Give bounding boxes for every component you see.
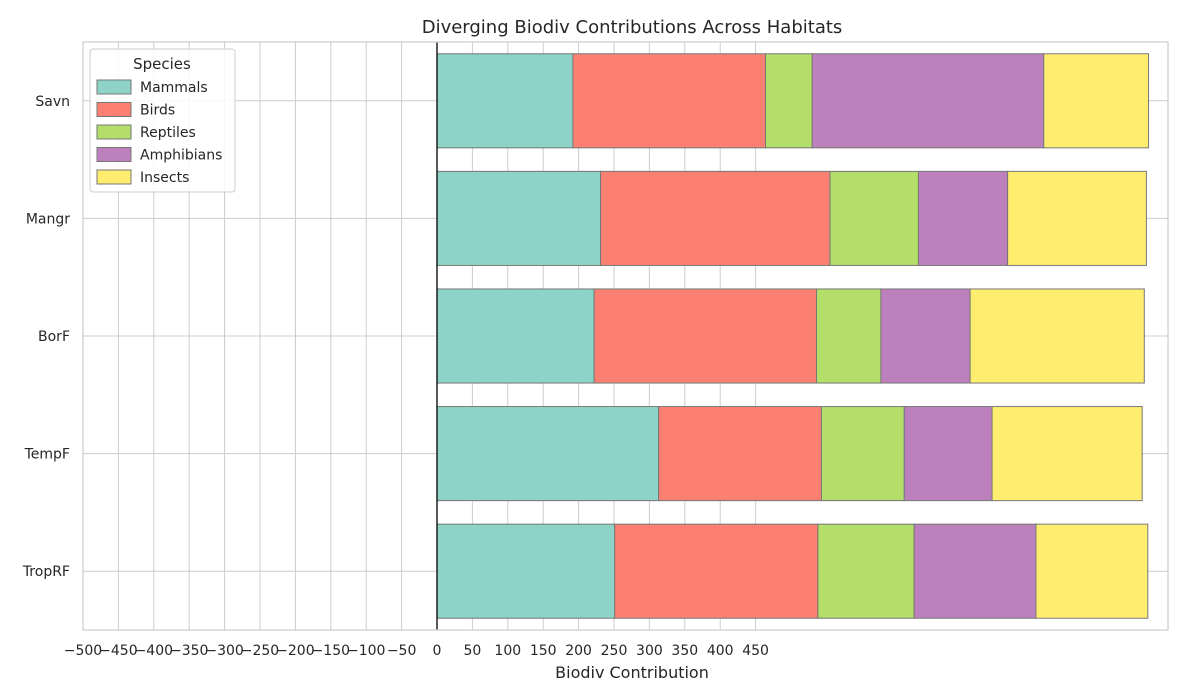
bar-reptiles-mangr (829, 170, 919, 266)
bar-birds-borf (593, 288, 817, 384)
x-tick-label: −300 (205, 643, 243, 659)
x-tick-label: −400 (135, 643, 173, 659)
x-tick-label: 250 (601, 643, 628, 659)
legend-label-insects: Insects (140, 170, 189, 186)
y-tick-label: TempF (24, 447, 70, 463)
y-tick-label: Savn (35, 94, 70, 110)
bar-mammals-mangr (436, 170, 602, 266)
bar-amphibians-savn (811, 53, 1045, 149)
bar-mammals-troprf (436, 523, 616, 619)
bar-amphibians-tempf (903, 406, 993, 502)
y-tick-label: BorF (38, 329, 70, 345)
y-tick-label: Mangr (26, 211, 70, 227)
bar-reptiles-troprf (817, 523, 915, 619)
bar-amphibians-troprf (913, 523, 1037, 619)
legend-swatch-amphibians (96, 147, 132, 162)
legend-swatch-mammals (96, 79, 132, 95)
legend-label-mammals: Mammals (140, 80, 208, 96)
bar-insects-troprf (1035, 523, 1149, 619)
x-tick-label: −350 (170, 643, 208, 659)
x-tick-label: −100 (347, 643, 385, 659)
bar-reptiles-borf (815, 288, 882, 384)
bar-mammals-borf (436, 288, 595, 384)
x-tick-label: 50 (463, 643, 481, 659)
legend-swatch-birds (96, 102, 132, 117)
x-tick-label: 300 (636, 643, 663, 659)
bar-insects-borf (969, 288, 1145, 384)
legend-label-reptiles: Reptiles (140, 125, 196, 141)
x-tick-label: 100 (494, 643, 521, 659)
bar-amphibians-borf (880, 288, 971, 384)
x-tick-label: −50 (387, 643, 417, 659)
x-tick-label: 150 (530, 643, 557, 659)
x-tick-label: −200 (276, 643, 314, 659)
bar-mammals-tempf (436, 406, 660, 502)
x-tick-label: 400 (707, 643, 734, 659)
x-tick-label: −250 (241, 643, 279, 659)
bar-insects-tempf (991, 406, 1143, 502)
legend-label-amphibians: Amphibians (140, 148, 222, 164)
x-tick-label: 350 (671, 643, 698, 659)
y-tick-label: TropRF (22, 564, 70, 580)
bar-amphibians-mangr (917, 170, 1009, 266)
x-axis-label: Biodiv Contribution (555, 663, 709, 682)
bar-reptiles-tempf (820, 406, 905, 502)
legend-title: Species (133, 55, 191, 73)
bar-birds-tempf (658, 406, 822, 502)
x-tick-label: −150 (312, 643, 350, 659)
x-tick-label: 200 (565, 643, 592, 659)
x-tick-label: 0 (433, 643, 442, 659)
x-tick-label: 450 (742, 643, 769, 659)
bar-birds-troprf (614, 523, 819, 619)
bars (436, 53, 1150, 619)
x-tick-label: −450 (99, 643, 137, 659)
legend-label-birds: Birds (140, 103, 175, 119)
bar-insects-savn (1043, 53, 1150, 149)
x-tick-label: −500 (64, 643, 102, 659)
bar-birds-mangr (600, 170, 831, 266)
bar-reptiles-savn (765, 53, 813, 149)
bar-birds-savn (572, 53, 767, 149)
chart-title: Diverging Biodiv Contributions Across Ha… (422, 17, 843, 38)
axes: −500−450−400−350−300−250−200−150−100 −50 0… (22, 41, 1169, 659)
legend-swatch-insects (96, 169, 132, 185)
legend: Species Mammals Birds Reptiles Amphibians In… (89, 48, 236, 193)
bar-mammals-savn (436, 53, 574, 149)
legend-swatch-reptiles (96, 124, 132, 140)
bar-insects-mangr (1007, 170, 1147, 266)
plot-frame (82, 41, 1169, 631)
